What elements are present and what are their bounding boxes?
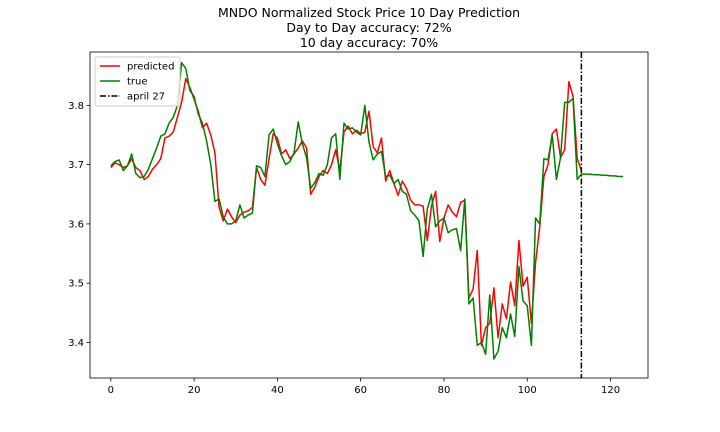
legend: predicted true april 27	[94, 56, 181, 107]
x-axis: 0 20 40 60 80 100 120	[108, 378, 620, 396]
series-layer	[110, 61, 624, 360]
x-tick-label-2: 40	[271, 385, 284, 396]
legend-label-true: true	[127, 77, 148, 88]
y-axis: 3.4 3.5 3.6 3.7 3.8	[68, 101, 90, 349]
chart-title: MNDO Normalized Stock Price 10 Day Predi…	[218, 5, 520, 20]
y-tick-label-2: 3.6	[68, 219, 84, 230]
y-tick-label-3: 3.7	[68, 160, 84, 171]
legend-box	[94, 56, 181, 107]
x-tick-label-4: 80	[438, 385, 451, 396]
x-tick-label-1: 20	[188, 385, 201, 396]
legend-label-april-27: april 27	[127, 92, 165, 103]
x-tick-label-6: 120	[601, 385, 620, 396]
chart-subtitle-line-1: Day to Day accuracy: 72%	[286, 20, 451, 35]
legend-label-predicted: predicted	[127, 62, 174, 73]
series-line-true	[110, 61, 624, 360]
series-line-predicted	[110, 77, 583, 347]
plot-area: 0 20 40 60 80 100 120 3.4 3.5 3.6 3.7 3.8	[68, 51, 649, 396]
plot-frame	[89, 51, 649, 379]
x-tick-label-3: 60	[354, 385, 367, 396]
y-tick-label-1: 3.5	[68, 279, 84, 290]
y-tick-label-4: 3.8	[68, 101, 84, 112]
x-tick-label-0: 0	[108, 385, 114, 396]
chart-subtitle-line-2: 10 day accuracy: 70%	[300, 35, 438, 50]
y-tick-label-0: 3.4	[68, 338, 84, 349]
x-tick-label-5: 100	[518, 385, 537, 396]
